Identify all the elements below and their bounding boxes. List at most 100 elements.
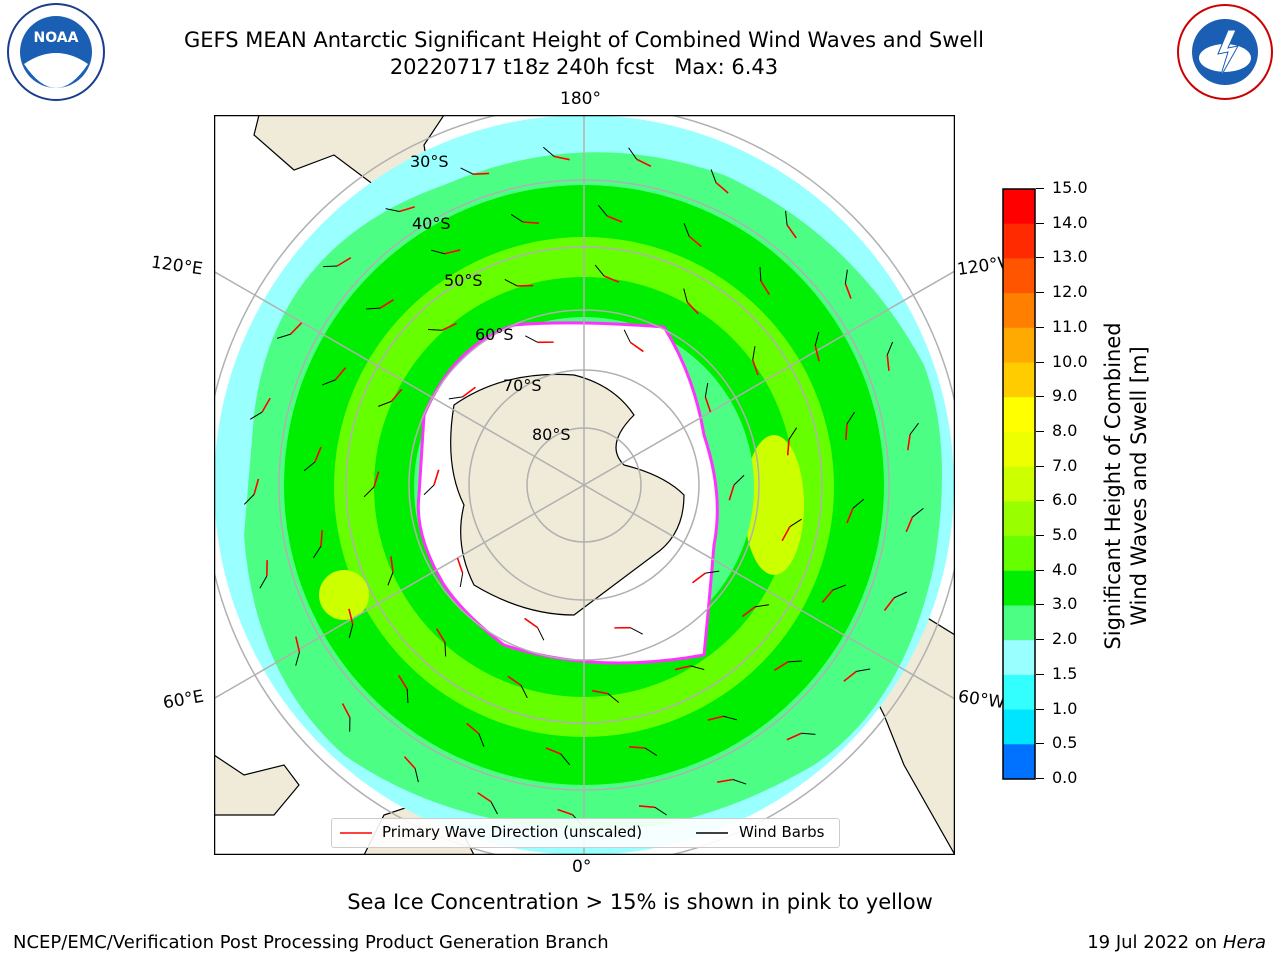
colorbar-tick-mark	[1036, 430, 1044, 432]
wind-barb	[654, 806, 667, 816]
wind-barb	[504, 279, 518, 287]
wind-barb	[912, 507, 924, 518]
sea-ice-note: Sea Ice Concentration > 15% is shown in …	[347, 890, 933, 914]
wave-arrow	[473, 172, 490, 175]
wind-barb	[478, 733, 485, 747]
colorbar-tick-mark	[1036, 292, 1044, 294]
colorbar-tick-mark	[1036, 604, 1044, 606]
wind-barb	[525, 335, 538, 343]
wave-arrow	[314, 446, 322, 463]
colorbar-tick-mark	[1036, 535, 1044, 537]
wind-barb	[787, 660, 803, 663]
wind-barb	[754, 604, 769, 608]
wave-arrow	[592, 689, 609, 695]
wave-arrow	[905, 516, 914, 533]
colorbar-band	[1003, 293, 1035, 329]
wind-barb	[789, 518, 802, 528]
wind-barb	[846, 411, 855, 425]
colorbar-band	[1003, 258, 1035, 294]
wave-arrow	[906, 434, 911, 451]
wind-barb	[520, 685, 528, 699]
colorbar-tick-label: 4.0	[1052, 559, 1078, 579]
wind-barb	[893, 591, 908, 599]
colorbar-tick-label: 1.5	[1052, 663, 1078, 683]
colorbar-band	[1003, 640, 1035, 676]
wind-barb	[276, 333, 291, 339]
wind-barb	[752, 346, 756, 361]
colorbar-tick-mark	[1036, 257, 1044, 259]
lat-label-40: 40°S	[412, 214, 451, 233]
wave-arrow	[814, 345, 820, 362]
colorbar-tick-label: 0.0	[1052, 768, 1078, 787]
wind-barb	[363, 486, 375, 498]
wind-barb	[244, 493, 255, 505]
noaa-logo-text: NOAA	[34, 30, 79, 46]
chart-subtitle: 20220717 t18z 240h fcst Max: 6.43	[389, 55, 779, 79]
wind-barb	[378, 400, 392, 407]
wind-barb	[406, 688, 409, 704]
wind-barb	[844, 269, 848, 284]
colorbar-tick-label: 15.0	[1052, 178, 1088, 197]
wave-arrow	[334, 367, 347, 381]
colorbar-tick-mark	[1036, 361, 1044, 363]
wave-arrow	[707, 715, 724, 721]
colorbar-tick-label: 2.0	[1052, 629, 1078, 649]
wave-arrow	[781, 526, 791, 542]
wind-barb	[852, 498, 865, 509]
lon-label-120e: 120°E	[149, 252, 204, 280]
wind-barb	[387, 572, 394, 586]
wave-arrow	[692, 572, 706, 584]
wind-barb	[537, 627, 545, 641]
wind-barb	[543, 146, 555, 157]
wind-barb	[704, 382, 709, 397]
wave-arrow	[261, 397, 271, 413]
wave-arrow	[786, 732, 802, 741]
wave-arrow	[399, 206, 415, 213]
colorbar-tick-label: 11.0	[1052, 316, 1088, 336]
wave-arrow	[379, 299, 394, 309]
wave-arrow	[433, 469, 440, 486]
colorbar-label-line1: Significant Height of Combined	[1101, 322, 1125, 650]
colorbar-band	[1003, 362, 1035, 398]
wind-barb	[385, 208, 400, 212]
colorbar-tick-mark	[1036, 639, 1044, 641]
wave-arrow	[336, 257, 352, 267]
colorbar-band	[1003, 536, 1035, 572]
wind-barb	[490, 801, 498, 815]
wind-barb	[303, 461, 316, 472]
colorbar-tick-mark	[1036, 673, 1044, 675]
graticule	[214, 115, 955, 855]
noaa-logo: NOAA	[7, 3, 105, 101]
colorbar-band	[1003, 223, 1035, 259]
wave-arrow	[477, 792, 492, 803]
wave-arrow	[341, 703, 351, 718]
wave-arrow	[751, 359, 759, 376]
wind-barb	[785, 210, 788, 225]
wind-barb	[323, 265, 338, 268]
wave-arrow	[704, 396, 712, 413]
wave-arrow	[320, 530, 323, 547]
wind-barb	[423, 484, 435, 496]
wind-barb	[856, 668, 871, 672]
wind-barb	[886, 341, 894, 356]
wave-arrow	[844, 283, 852, 299]
wind-barb	[623, 329, 631, 343]
colorbar-tick-label: 8.0	[1052, 420, 1078, 440]
colorbar-tick-label: 10.0	[1052, 351, 1088, 371]
wind-barb	[460, 167, 474, 175]
wave-arrow	[674, 665, 691, 671]
wave-arrow	[403, 756, 416, 770]
africa-landmass	[214, 754, 300, 816]
lat-label-70: 70°S	[503, 376, 542, 395]
colorbar-band	[1003, 674, 1035, 711]
colorbar-tick-mark	[1036, 778, 1044, 779]
wave-arrow	[845, 423, 848, 440]
wind-barb	[732, 779, 747, 785]
colorbar-tick-mark	[1036, 222, 1044, 224]
colorbar-tick-label: 13.0	[1052, 247, 1088, 267]
wave-arrow	[629, 746, 646, 749]
wave-arrow	[843, 670, 857, 682]
legend-wave-label: Primary Wave Direction (unscaled)	[382, 823, 643, 841]
colorbar-band	[1003, 327, 1035, 364]
colorbar-band	[1003, 466, 1035, 502]
